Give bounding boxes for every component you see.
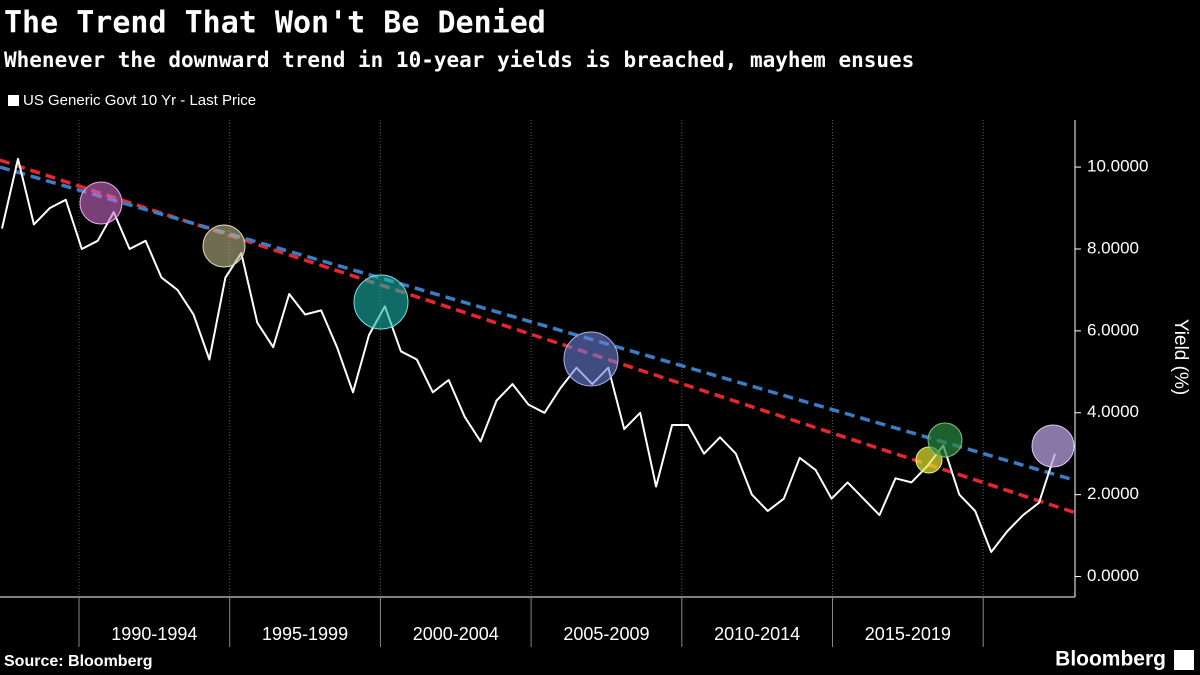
y-tick-label: 0.0000	[1087, 566, 1139, 585]
highlight	[202, 224, 246, 268]
brand-icon	[1174, 650, 1194, 670]
y-tick-label: 8.0000	[1087, 238, 1139, 257]
y-axis-label: Yield (%)	[1170, 319, 1191, 395]
source: Source: Bloomberg	[4, 653, 152, 670]
highlight	[1031, 424, 1075, 468]
series-line	[1, 157, 1056, 553]
y-tick-label: 2.0000	[1087, 484, 1139, 503]
legend-swatch	[8, 95, 19, 106]
x-tick-label: 1990-1994	[111, 624, 197, 644]
chart-subtitle: Whenever the downward trend in 10-year y…	[4, 48, 914, 72]
y-tick-label: 6.0000	[1087, 320, 1139, 339]
legend-label: US Generic Govt 10 Yr - Last Price	[23, 92, 256, 109]
highlight	[927, 422, 963, 458]
x-tick-label: 2015-2019	[865, 624, 951, 644]
chart-title: The Trend That Won't Be Denied	[4, 6, 546, 41]
highlight	[353, 274, 409, 330]
x-tick-label: 1995-1999	[262, 624, 348, 644]
highlight	[563, 331, 619, 387]
x-tick-label: 2005-2009	[563, 624, 649, 644]
highlight-circles	[79, 181, 1075, 474]
x-tick-label: 2000-2004	[413, 624, 499, 644]
brand: Bloomberg	[1055, 648, 1166, 671]
y-tick-label: 10.0000	[1087, 157, 1148, 176]
trend-line	[0, 158, 1076, 515]
trend-line	[0, 165, 1076, 482]
highlight	[79, 181, 123, 225]
y-tick-label: 4.0000	[1087, 402, 1139, 421]
x-tick-label: 2010-2014	[714, 624, 800, 644]
